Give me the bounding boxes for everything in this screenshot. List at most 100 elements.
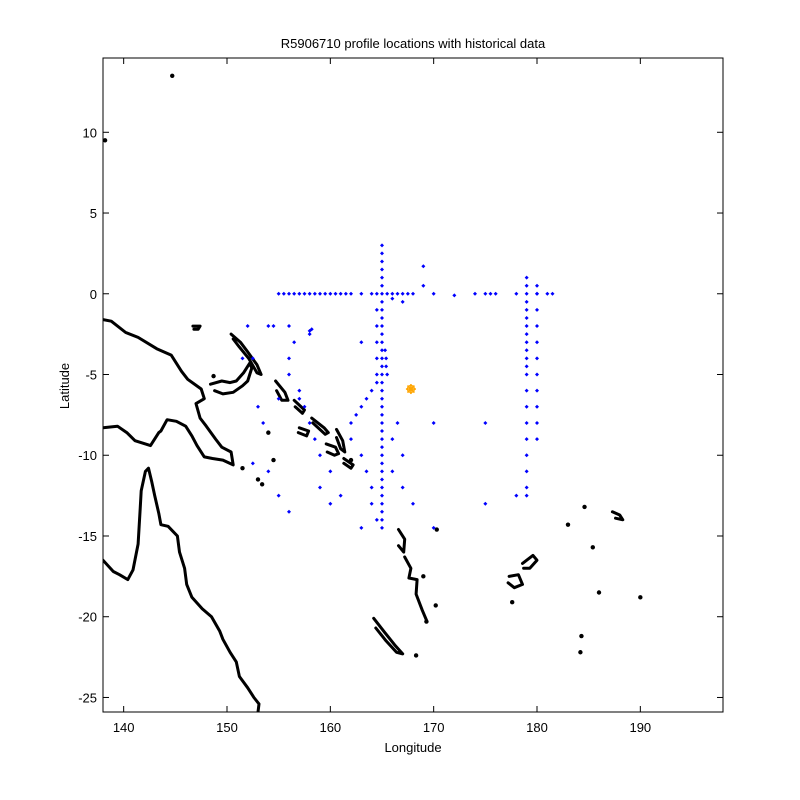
historical-data-point <box>380 501 384 506</box>
historical-data-point <box>359 340 364 345</box>
historical-data-point <box>287 324 291 329</box>
historical-data-point <box>256 404 260 409</box>
coastline-samoa <box>610 510 625 522</box>
coastline-islet <box>434 527 439 532</box>
coastline-australia <box>103 466 261 712</box>
coastline-islet <box>103 138 108 143</box>
historical-data-point <box>524 340 529 345</box>
historical-data-point <box>535 340 539 345</box>
historical-data-point <box>250 356 255 361</box>
historical-data-point <box>297 388 302 393</box>
historical-data-point <box>524 453 529 458</box>
x-tick-label: 140 <box>113 720 135 735</box>
historical-data-point <box>374 356 379 361</box>
historical-data-point <box>380 485 384 490</box>
coastline-new-caledonia <box>372 616 405 656</box>
historical-data-point <box>297 396 302 401</box>
historical-data-point <box>524 307 529 312</box>
historical-data-point <box>535 388 539 393</box>
coastline-vanuatu-north <box>397 528 407 554</box>
historical-data-point <box>524 372 529 377</box>
historical-data-point <box>483 420 488 425</box>
coastline-islet <box>578 650 583 655</box>
historical-data-point <box>535 404 539 409</box>
historical-data-point <box>374 517 379 522</box>
historical-data-point <box>400 453 405 458</box>
historical-data-point <box>287 372 291 377</box>
coastline-new-ireland <box>229 332 263 376</box>
coastline-islet <box>596 590 602 595</box>
historical-data-point <box>380 340 384 345</box>
historical-data-point <box>261 420 266 425</box>
coastline-islet <box>565 522 571 527</box>
historical-data-point <box>250 461 255 466</box>
historical-data-point <box>390 296 395 301</box>
historical-data-point <box>245 324 250 329</box>
coastline-new-georgia <box>296 426 311 438</box>
plot-area: 140 150 160 170 180 190 -25 -20 -15 -10 -5 0 5 10 <box>78 57 724 735</box>
historical-data-point <box>405 291 410 296</box>
historical-data-point <box>380 348 384 353</box>
coastline-vanuatu-south <box>403 555 428 622</box>
historical-data-point <box>524 291 529 296</box>
historical-data-point <box>380 332 384 337</box>
x-tick-label: 180 <box>526 720 548 735</box>
y-tick-label: -25 <box>78 690 97 705</box>
historical-data-point <box>524 388 529 393</box>
coastline-islet <box>424 619 429 624</box>
historical-data-point <box>385 372 390 377</box>
profile-location-marker <box>405 384 416 395</box>
historical-data-point <box>359 453 364 458</box>
chart-title: R5906710 profile locations with historic… <box>281 36 546 51</box>
historical-data-point <box>452 293 457 298</box>
historical-data-point <box>380 267 384 272</box>
historical-data-point <box>384 356 389 361</box>
historical-data-point <box>524 356 529 361</box>
coastline-manus <box>191 324 202 331</box>
historical-data-point <box>535 372 539 377</box>
historical-data-point <box>287 291 291 296</box>
historical-data-point <box>524 324 529 329</box>
x-axis-label: Longitude <box>384 740 441 755</box>
historical-data-point <box>524 485 529 490</box>
historical-data-point <box>524 404 529 409</box>
historical-data-point <box>514 291 519 296</box>
historical-data-point <box>431 291 436 296</box>
historical-data-point <box>524 283 529 288</box>
historical-data-point <box>380 299 384 304</box>
y-tick-label: 0 <box>90 287 97 302</box>
historical-data-point <box>364 469 369 474</box>
historical-data-point <box>266 469 271 474</box>
coastline-islet <box>255 477 261 482</box>
historical-data-point <box>535 283 539 288</box>
historical-data-point <box>384 364 389 369</box>
historical-data-point <box>524 275 529 280</box>
historical-data-point <box>349 437 353 442</box>
historical-data-point <box>328 501 333 506</box>
historical-data-point <box>431 420 436 425</box>
coastline-guadalcanal <box>324 442 341 457</box>
historical-data-point <box>380 275 384 280</box>
historical-data-point <box>374 380 379 385</box>
historical-data-point <box>380 388 384 393</box>
historical-data-point <box>307 291 312 296</box>
historical-data-point <box>318 485 322 490</box>
historical-data-point <box>328 469 333 474</box>
coastline-new-guinea-south <box>103 318 235 467</box>
historical-data-point <box>380 437 384 442</box>
historical-data-point <box>369 501 374 506</box>
historical-data-point <box>380 324 384 329</box>
historical-data-point <box>483 291 488 296</box>
historical-data-point <box>380 477 384 482</box>
coastline-islet <box>433 603 438 608</box>
historical-data-point <box>309 327 314 332</box>
historical-data-point <box>380 364 384 369</box>
coastline-islet <box>582 504 587 510</box>
historical-data-point <box>380 380 384 385</box>
historical-data-point <box>276 291 281 296</box>
historical-data-point <box>380 461 384 466</box>
coastline-islet <box>348 457 354 463</box>
historical-data-point <box>292 340 297 345</box>
historical-data-point <box>380 307 384 312</box>
historical-data-point <box>380 315 384 320</box>
